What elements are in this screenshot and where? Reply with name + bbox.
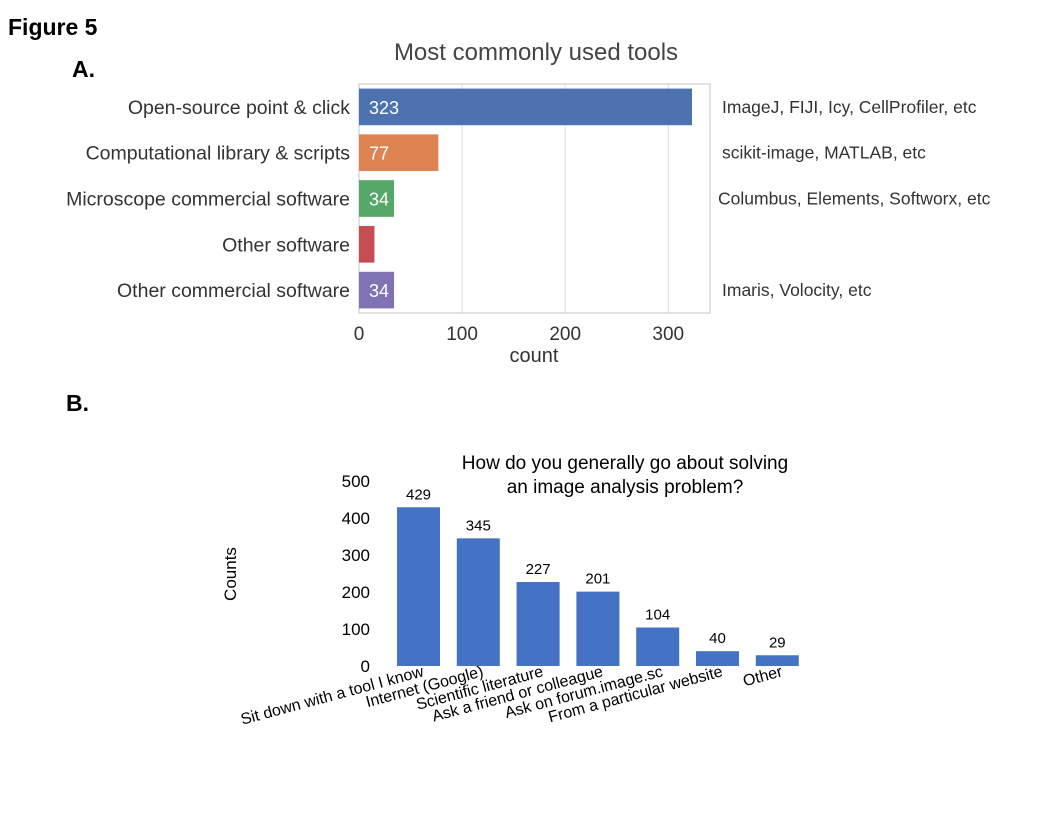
- y-tick-label: Other software: [222, 234, 350, 256]
- data-label: 29: [769, 634, 786, 651]
- chart-a: Open-source point & click 323 ImageJ, FIJI…: [66, 39, 990, 367]
- x-tick-label: 200: [549, 324, 581, 345]
- data-label: 227: [526, 561, 551, 578]
- data-label: 345: [466, 517, 491, 534]
- y-tick-label: 400: [342, 509, 370, 528]
- y-tick-label: 0: [361, 657, 370, 676]
- annotation: Columbus, Elements, Softworx, etc: [718, 189, 991, 209]
- chart-b: 0 100 200 300 400 500 Counts How do you general…: [221, 453, 799, 729]
- x-axis-label: count: [510, 345, 559, 367]
- panel-b-label: B.: [66, 390, 89, 416]
- data-label: 201: [585, 571, 610, 588]
- y-tick-label: 100: [342, 620, 370, 639]
- y-tick-label: Other commercial software: [117, 280, 350, 302]
- bar: [456, 538, 500, 666]
- data-label: 34: [369, 281, 389, 301]
- chart-title-line1: How do you generally go about solving: [462, 453, 788, 474]
- bar: [755, 655, 799, 666]
- x-tick-label: 0: [354, 324, 365, 345]
- annotation: Imaris, Volocity, etc: [722, 280, 872, 300]
- bar: [636, 627, 680, 666]
- data-label: 34: [369, 190, 389, 210]
- y-tick-label: Computational library & scripts: [86, 143, 351, 165]
- bar: [359, 225, 375, 263]
- bar: [516, 582, 560, 666]
- y-tick-label: Microscope commercial software: [66, 189, 350, 211]
- data-label: 104: [645, 607, 670, 624]
- bar: [576, 591, 620, 666]
- data-label: 323: [369, 98, 399, 118]
- y-tick-label: 500: [342, 472, 370, 491]
- data-label: 40: [709, 630, 726, 647]
- data-label: 429: [406, 486, 431, 503]
- bar: [359, 88, 692, 126]
- x-tick-label: Other: [741, 663, 785, 690]
- panel-a-label: A.: [72, 56, 95, 82]
- y-axis-label: Counts: [221, 547, 240, 601]
- bar: [359, 271, 395, 309]
- y-tick-label: 200: [342, 583, 370, 602]
- data-label: 77: [369, 144, 389, 164]
- figure-title: Figure 5: [8, 14, 98, 40]
- annotation: scikit-image, MATLAB, etc: [722, 143, 926, 163]
- bar: [359, 180, 395, 217]
- bar: [359, 134, 439, 172]
- annotation: ImageJ, FIJI, Icy, CellProfiler, etc: [722, 97, 977, 117]
- bar: [696, 651, 739, 666]
- chart-title: Most commonly used tools: [394, 39, 678, 66]
- y-tick-label: 300: [342, 546, 370, 565]
- x-tick-label: 100: [446, 324, 478, 345]
- chart-title-line2: an image analysis problem?: [507, 477, 744, 498]
- y-tick-label: Open-source point & click: [128, 97, 350, 119]
- bar: [397, 507, 440, 666]
- x-tick-label: 300: [652, 324, 684, 345]
